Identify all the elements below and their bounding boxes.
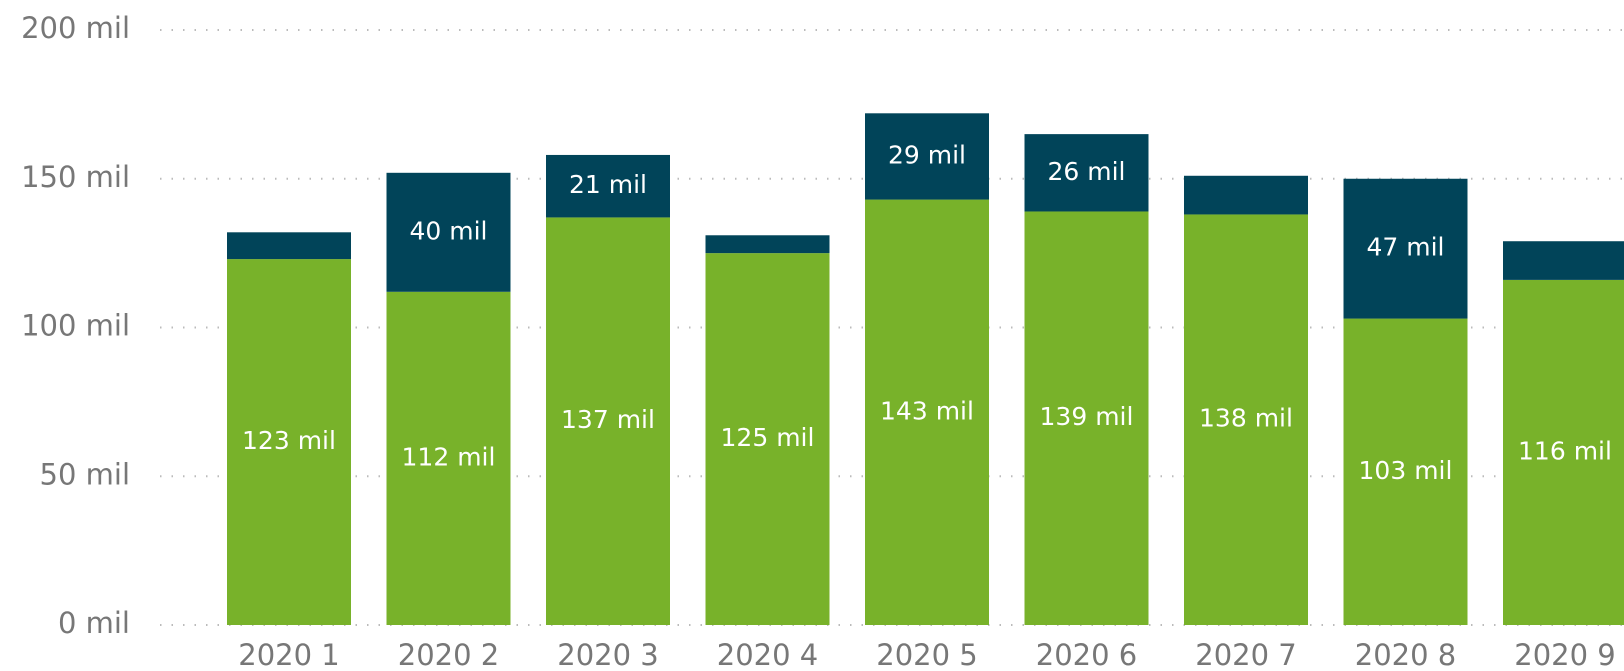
data-label: 26 mil — [1047, 157, 1125, 186]
bar-segment — [705, 235, 830, 254]
bar-segment — [227, 259, 351, 625]
x-tick-label: 2020 2 — [398, 638, 499, 671]
x-tick-label: 2020 8 — [1355, 638, 1456, 671]
bar-segment — [1343, 178, 1468, 319]
data-label: 29 mil — [888, 140, 966, 169]
bar-segment — [705, 253, 830, 625]
bar-segment — [1503, 241, 1624, 280]
bar-segment — [1343, 318, 1468, 625]
y-tick-label: 150 mil — [21, 160, 130, 194]
data-label: 125 mil — [721, 423, 815, 452]
x-tick-label: 2020 5 — [876, 638, 977, 671]
bar-segment — [386, 172, 511, 292]
bar-segment — [1024, 211, 1149, 625]
x-tick-label: 2020 1 — [238, 638, 339, 671]
bar-segment — [1184, 175, 1308, 215]
x-tick-label: 2020 7 — [1195, 638, 1296, 671]
bar-segment — [1184, 214, 1308, 625]
data-label: 138 mil — [1199, 404, 1293, 433]
x-tick-label: 2020 3 — [557, 638, 658, 671]
x-tick-label: 2020 6 — [1036, 638, 1137, 671]
data-label: 47 mil — [1366, 233, 1444, 262]
data-label: 143 mil — [880, 396, 974, 425]
bar-segment — [1503, 279, 1624, 625]
x-tick-label: 2020 4 — [717, 638, 818, 671]
data-label: 139 mil — [1040, 402, 1134, 431]
y-tick-label: 50 mil — [40, 457, 130, 491]
y-tick-label: 0 mil — [58, 606, 130, 640]
y-tick-label: 100 mil — [21, 309, 130, 343]
bar-segment — [386, 291, 511, 625]
bar-segment — [1024, 134, 1149, 212]
data-label: 137 mil — [561, 405, 655, 434]
bar-segment — [546, 217, 670, 626]
data-label: 112 mil — [402, 442, 496, 471]
data-label: 103 mil — [1359, 456, 1453, 485]
data-label: 40 mil — [409, 216, 487, 245]
data-label: 123 mil — [242, 426, 336, 455]
bar-segment — [546, 154, 670, 218]
bar-segment — [865, 199, 989, 625]
x-tick-label: 2020 9 — [1514, 638, 1615, 671]
data-label: 116 mil — [1518, 436, 1612, 465]
y-tick-label: 200 mil — [21, 11, 130, 45]
bar-segment — [865, 113, 989, 200]
data-label: 21 mil — [569, 170, 647, 199]
bar-segment — [227, 232, 351, 260]
